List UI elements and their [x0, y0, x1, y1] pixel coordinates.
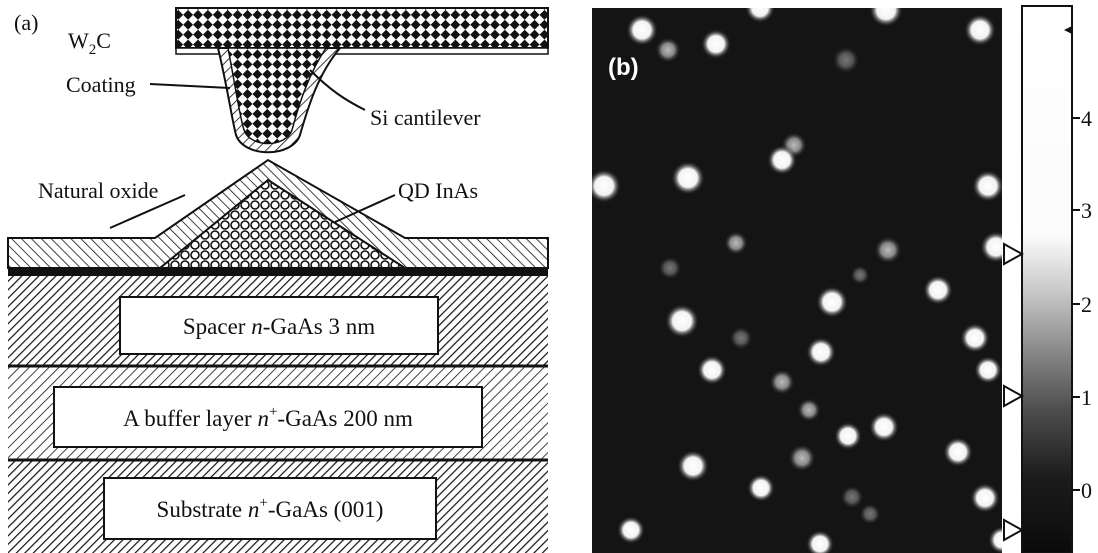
qd-dot — [617, 516, 645, 544]
qd-dot — [767, 145, 797, 175]
qd-dot — [701, 29, 731, 59]
colorbar-marker-triangle — [1003, 518, 1025, 542]
qd-dot — [769, 369, 795, 395]
cantilever-tip — [227, 47, 328, 145]
qd-dot — [747, 474, 775, 502]
qd-dot — [745, 8, 775, 23]
colorbar-marker-triangle — [1003, 242, 1025, 266]
qd-dot — [850, 265, 870, 285]
qd-dot — [874, 236, 902, 264]
panel-b-label: (b) — [608, 54, 639, 81]
colorbar-axis — [1072, 117, 1080, 491]
qd-dot — [671, 161, 705, 195]
qd-dot — [834, 422, 862, 450]
colorbar-tick-2: 2 — [1081, 292, 1092, 317]
natural-oxide-label: Natural oxide — [38, 178, 158, 203]
qd-dot — [974, 356, 1002, 384]
qd-dot — [869, 412, 899, 442]
qd-dot — [960, 323, 990, 353]
spacer-text: Spacer n-GaAs 3 nm — [183, 314, 375, 339]
qd-dot — [832, 46, 860, 74]
qd-dot — [869, 8, 903, 27]
qd-dot — [923, 275, 953, 305]
qd-dot — [943, 437, 973, 467]
qd-dot — [658, 256, 682, 280]
panel-a-schematic: (a) W2C Coating Si cantilever Natural ox… — [7, 7, 549, 553]
colorbar-tick-0: 0 — [1081, 478, 1092, 503]
qd-dot — [988, 526, 1002, 553]
coating-label: Coating — [66, 72, 136, 97]
qd-dot — [592, 169, 621, 203]
colorbar-tick-1: 1 — [1081, 385, 1092, 410]
qd-dot — [816, 286, 848, 318]
colorbar — [1021, 5, 1073, 553]
substrate-text: Substrate n+-GaAs (001) — [157, 495, 384, 522]
qd-dot — [840, 485, 864, 509]
qd-dot — [797, 398, 821, 422]
qd-dot — [665, 304, 699, 338]
qd-dot — [729, 326, 753, 350]
qd-dot — [697, 355, 727, 385]
quantum-dot — [157, 178, 409, 269]
qd-dot — [970, 483, 1000, 513]
cantilever-beam — [175, 7, 549, 49]
qd-dot — [655, 37, 681, 63]
qd-dot — [788, 444, 816, 472]
qd-inas-label: QD InAs — [398, 178, 478, 203]
afm-dots — [592, 8, 1002, 553]
qd-dot — [806, 530, 834, 553]
qd-dot — [806, 337, 836, 367]
panel-b-afm-image: (b) 4 3 2 1 0 — [592, 5, 1092, 553]
panel-a-label: (a) — [14, 10, 38, 35]
qd-dot — [972, 170, 1002, 202]
colorbar-tick-4: 4 — [1081, 106, 1092, 131]
qd-dot — [980, 231, 1002, 263]
colorbar-tick-3: 3 — [1081, 198, 1092, 223]
qd-dot — [964, 14, 996, 46]
qd-dot — [724, 231, 748, 255]
wetting-layer — [8, 268, 548, 276]
w2c-label: W2C — [68, 28, 111, 58]
si-cantilever-label: Si cantilever — [370, 105, 481, 130]
qd-dot — [677, 450, 709, 482]
colorbar-marker-triangle — [1003, 384, 1025, 408]
qd-dot — [859, 503, 881, 525]
buffer-text: A buffer layer n+-GaAs 200 nm — [123, 404, 413, 431]
qd-dot — [626, 14, 658, 46]
